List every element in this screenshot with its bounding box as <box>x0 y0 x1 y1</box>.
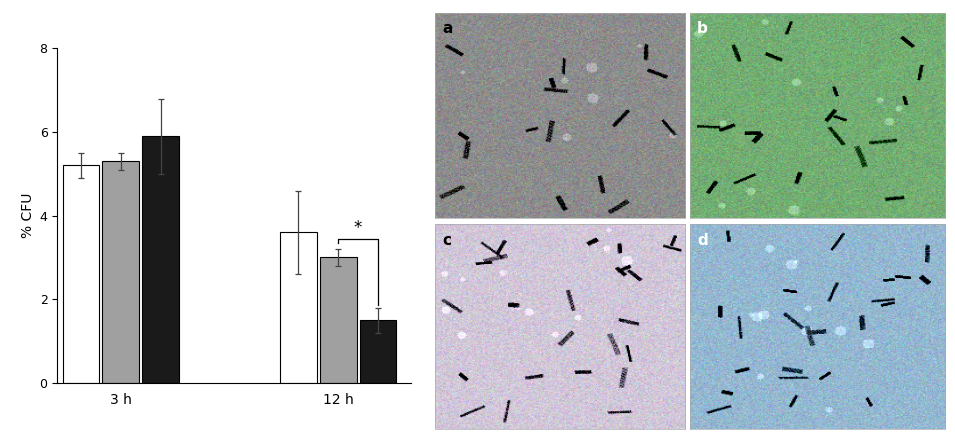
Bar <box>142 136 179 383</box>
Bar <box>62 165 99 383</box>
Y-axis label: % CFU: % CFU <box>21 193 35 238</box>
Bar <box>360 320 396 383</box>
Bar <box>280 232 317 383</box>
Bar <box>320 257 356 383</box>
Legend: ATCC, Es, Ues: ATCC, Es, Ues <box>161 436 307 440</box>
Text: d: d <box>697 233 708 248</box>
Text: *: * <box>354 219 362 237</box>
Text: b: b <box>697 22 708 37</box>
Text: c: c <box>442 233 451 248</box>
Bar <box>102 161 139 383</box>
Text: a: a <box>442 22 453 37</box>
